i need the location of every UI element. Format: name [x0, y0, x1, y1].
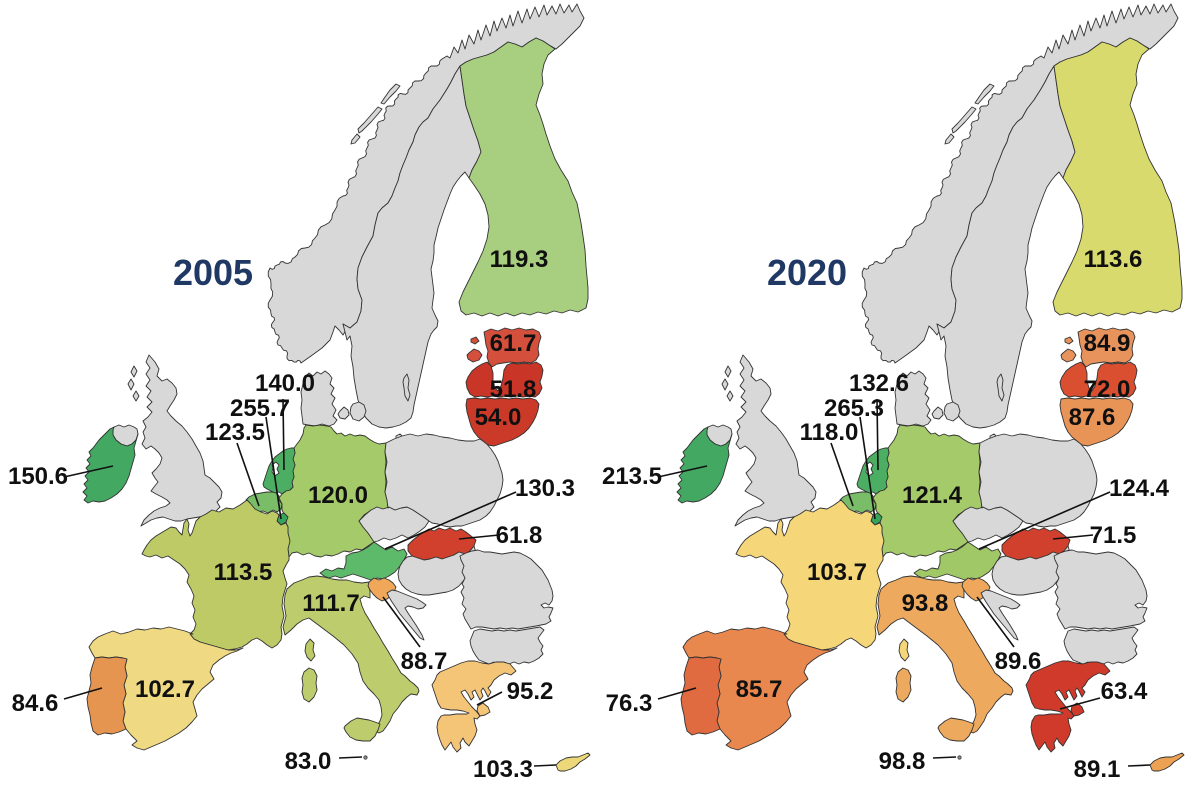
svg-text:76.3: 76.3: [606, 690, 653, 717]
svg-text:123.5: 123.5: [205, 419, 265, 446]
svg-text:118.0: 118.0: [800, 419, 859, 446]
svg-text:213.5: 213.5: [602, 463, 662, 490]
svg-text:89.6: 89.6: [995, 648, 1042, 675]
svg-text:61.7: 61.7: [490, 330, 537, 357]
svg-text:51.8: 51.8: [490, 376, 537, 403]
svg-text:255.7: 255.7: [230, 395, 290, 422]
svg-text:130.3: 130.3: [515, 475, 575, 502]
svg-text:72.0: 72.0: [1084, 376, 1131, 403]
svg-text:88.7: 88.7: [401, 648, 448, 675]
svg-text:71.5: 71.5: [1090, 522, 1137, 549]
svg-text:2005: 2005: [173, 252, 253, 293]
svg-text:63.4: 63.4: [1101, 678, 1148, 705]
svg-text:83.0: 83.0: [285, 748, 332, 775]
svg-text:121.4: 121.4: [902, 482, 963, 509]
svg-text:61.8: 61.8: [496, 522, 543, 549]
svg-text:85.7: 85.7: [736, 676, 783, 703]
svg-text:150.6: 150.6: [8, 463, 68, 490]
svg-text:111.7: 111.7: [302, 590, 359, 617]
svg-text:113.6: 113.6: [1084, 246, 1143, 273]
svg-text:87.6: 87.6: [1069, 404, 1116, 431]
svg-text:103.3: 103.3: [473, 756, 533, 783]
svg-text:2020: 2020: [767, 252, 847, 293]
svg-text:132.6: 132.6: [849, 370, 909, 397]
svg-text:84.6: 84.6: [12, 690, 59, 717]
svg-text:102.7: 102.7: [135, 676, 195, 703]
svg-text:89.1: 89.1: [1074, 756, 1121, 783]
svg-text:98.8: 98.8: [879, 748, 926, 775]
svg-text:124.4: 124.4: [1109, 475, 1170, 502]
svg-text:265.3: 265.3: [824, 395, 884, 422]
svg-text:95.2: 95.2: [507, 678, 554, 705]
svg-text:93.8: 93.8: [902, 590, 949, 617]
svg-text:54.0: 54.0: [475, 404, 522, 431]
svg-text:84.9: 84.9: [1084, 330, 1131, 357]
svg-text:103.7: 103.7: [807, 559, 867, 586]
svg-text:119.3: 119.3: [490, 246, 549, 273]
svg-text:113.5: 113.5: [214, 559, 273, 586]
svg-text:140.0: 140.0: [255, 370, 315, 397]
svg-text:120.0: 120.0: [308, 482, 368, 509]
